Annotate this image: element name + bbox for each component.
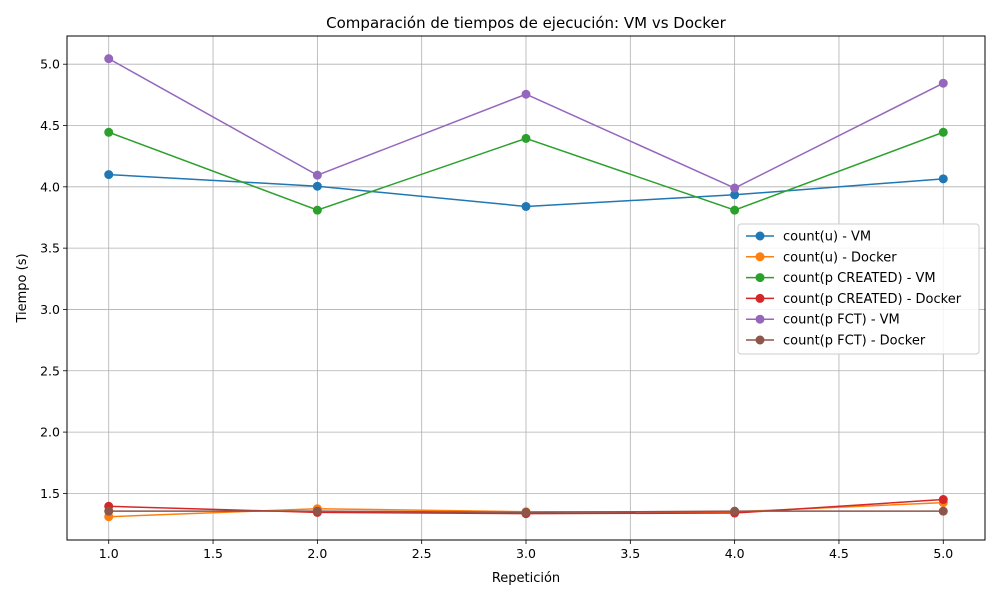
y-tick-label: 2.0 xyxy=(40,425,60,440)
legend-swatch-marker xyxy=(755,314,765,324)
x-tick-label: 3.5 xyxy=(620,546,640,561)
data-point xyxy=(312,205,322,215)
legend-item: count(p FCT) - VM xyxy=(746,313,900,328)
data-point xyxy=(938,127,948,137)
data-point xyxy=(730,183,740,193)
x-tick-label: 2.5 xyxy=(412,546,432,561)
series-4 xyxy=(104,54,948,193)
grid xyxy=(67,36,985,540)
data-point xyxy=(521,507,531,517)
y-tick-label: 1.5 xyxy=(40,486,60,501)
legend-label: count(p CREATED) - Docker xyxy=(783,292,962,307)
x-tick-label: 1.0 xyxy=(99,546,119,561)
data-point xyxy=(104,127,114,137)
legend-label: count(p FCT) - Docker xyxy=(783,334,926,349)
data-point xyxy=(104,506,114,516)
series-5 xyxy=(104,506,948,517)
data-point xyxy=(938,506,948,516)
legend-swatch-marker xyxy=(755,231,765,241)
legend-label: count(p FCT) - VM xyxy=(783,313,900,328)
legend: count(u) - VM count(u) - Docker count(p CR… xyxy=(737,223,980,355)
x-axis-label: Repetición xyxy=(492,571,560,586)
data-point xyxy=(312,506,322,516)
x-tick-label: 5.0 xyxy=(933,546,953,561)
chart-title: Comparación de tiempos de ejecución: VM … xyxy=(326,14,726,32)
y-tick-label: 3.0 xyxy=(40,302,60,317)
x-tick-label: 3.0 xyxy=(516,546,536,561)
legend-swatch-marker xyxy=(755,273,765,283)
y-axis-label: Tiempo (s) xyxy=(15,253,30,323)
ticks: 1.0 1.5 2.0 2.5 3.0 3.5 4.0 4.5 5.0 1.5 2.0 2.5 3.0 3… xyxy=(40,57,953,561)
x-tick-label: 2.0 xyxy=(307,546,327,561)
y-tick-label: 4.0 xyxy=(40,179,60,194)
x-tick-label: 4.5 xyxy=(829,546,849,561)
data-point xyxy=(730,190,740,200)
data-point xyxy=(312,181,322,191)
legend-swatch-marker xyxy=(755,335,765,345)
series-2 xyxy=(104,127,948,215)
legend-label: count(p CREATED) - VM xyxy=(783,271,936,286)
series-group xyxy=(104,54,948,522)
data-point xyxy=(938,78,948,88)
legend-label: count(u) - Docker xyxy=(783,250,897,265)
legend-item: count(p FCT) - Docker xyxy=(746,334,926,349)
legend-item: count(u) - VM xyxy=(746,230,871,245)
legend-swatch-marker xyxy=(755,293,765,303)
data-point xyxy=(104,170,114,180)
data-point xyxy=(521,133,531,143)
y-tick-label: 2.5 xyxy=(40,363,60,378)
legend-box xyxy=(737,223,980,355)
x-tick-label: 1.5 xyxy=(203,546,223,561)
data-point xyxy=(104,54,114,64)
legend-item: count(u) - Docker xyxy=(746,250,897,265)
data-point xyxy=(938,174,948,184)
x-tick-label: 4.0 xyxy=(725,546,745,561)
data-point xyxy=(938,495,948,505)
data-point xyxy=(312,170,322,180)
data-point xyxy=(730,506,740,516)
y-tick-label: 3.5 xyxy=(40,241,60,256)
y-tick-label: 5.0 xyxy=(40,57,60,72)
legend-item: count(p CREATED) - VM xyxy=(746,271,936,286)
data-point xyxy=(521,201,531,211)
legend-item: count(p CREATED) - Docker xyxy=(746,292,962,307)
series-0 xyxy=(104,170,948,211)
data-point xyxy=(521,89,531,99)
y-tick-label: 4.5 xyxy=(40,118,60,133)
legend-label: count(u) - VM xyxy=(783,230,871,245)
legend-swatch-marker xyxy=(755,252,765,262)
data-point xyxy=(730,205,740,215)
